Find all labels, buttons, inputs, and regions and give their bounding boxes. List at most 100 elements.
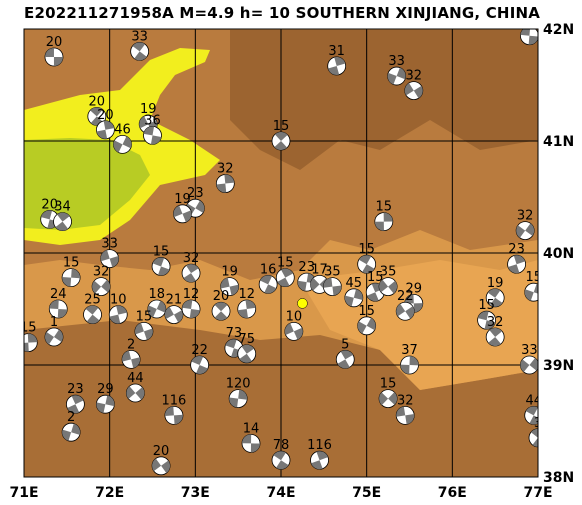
depth-label: 21: [166, 293, 183, 308]
beachball-quadrant: [225, 339, 237, 349]
depth-label: 3: [534, 416, 542, 431]
depth-label: 116: [307, 438, 332, 453]
focal-mechanism: 10: [108, 293, 128, 325]
focal-mechanism: 20: [95, 108, 115, 140]
beachball-quadrant: [241, 344, 255, 354]
beachball-quadrant: [487, 288, 501, 298]
depth-label: 19: [140, 102, 157, 117]
depth-label: 5: [341, 337, 349, 352]
lat-tick-label: 42N: [543, 22, 574, 38]
depth-label: 19: [487, 276, 504, 291]
lon-tick-label: 77E: [523, 485, 552, 501]
lon-tick-label: 73E: [181, 485, 210, 501]
lat-tick-label: 38N: [543, 470, 574, 486]
lon-tick-label: 71E: [9, 485, 38, 501]
beachball-quadrant: [311, 460, 323, 470]
depth-label: 23: [298, 260, 315, 275]
lat-tick-label: 40N: [543, 246, 574, 262]
depth-label: 25: [84, 293, 101, 308]
beachball-quadrant: [508, 264, 520, 274]
beachball-quadrant: [189, 309, 200, 319]
focal-mechanism: 116: [307, 438, 332, 470]
beachball-quadrant: [524, 289, 534, 301]
beachball-quadrant: [273, 451, 286, 461]
beachball-quadrant: [520, 29, 531, 36]
beachball-quadrant: [297, 280, 307, 292]
beachball-quadrant: [214, 311, 228, 321]
focal-mechanism: 46: [113, 122, 132, 154]
depth-label: 35: [324, 265, 341, 280]
depth-label: 22: [397, 289, 414, 304]
depth-label: 44: [525, 393, 542, 408]
beachball-quadrant: [135, 387, 145, 400]
focal-mechanism: 33: [520, 29, 538, 46]
beachball-quadrant: [239, 353, 252, 363]
focal-mechanism: 32: [395, 393, 415, 425]
beachball-quadrant: [131, 357, 141, 369]
focal-mechanism: 2: [121, 337, 141, 369]
beachball-quadrant: [477, 311, 489, 321]
beachball-quadrant: [109, 314, 121, 324]
beachball-quadrant: [134, 322, 144, 335]
focal-mechanism: 12: [237, 287, 257, 319]
beachball-quadrant: [186, 264, 199, 274]
beachball-quadrant: [53, 57, 63, 66]
terrain-high-mountain: [230, 30, 538, 170]
beachball-quadrant: [357, 321, 367, 334]
beachball-quadrant: [396, 67, 406, 80]
beachball-quadrant: [388, 392, 398, 405]
beachball-quadrant: [116, 305, 128, 315]
beachball-quadrant: [105, 395, 115, 407]
focal-mechanism: 36: [143, 113, 162, 145]
beachball-quadrant: [161, 460, 171, 474]
focal-mechanism: 35: [322, 265, 342, 297]
depth-label: 32: [517, 209, 534, 224]
depth-label: 23: [187, 186, 204, 201]
beachball-quadrant: [274, 141, 288, 151]
focal-mechanism: 15: [134, 309, 154, 341]
depth-label: 15: [367, 270, 384, 285]
focal-mechanism: 20: [151, 444, 171, 476]
beachball-quadrant: [277, 277, 290, 287]
focal-mechanism: 5: [335, 337, 355, 369]
beachball-quadrant: [143, 126, 155, 136]
lon-tick-label: 74E: [266, 485, 295, 501]
beachball-quadrant: [71, 268, 81, 279]
depth-label: 44: [127, 371, 144, 386]
focal-mechanism: 32: [404, 69, 424, 100]
focal-mechanism: 33: [387, 54, 407, 86]
depth-label: 120: [226, 377, 251, 392]
target-event-marker: [297, 298, 308, 309]
focal-mechanism: 19: [485, 276, 505, 308]
depth-label: 15: [20, 321, 37, 336]
lon-tick-label: 76E: [438, 485, 467, 501]
beachball-quadrant: [67, 404, 80, 414]
beachball-quadrant: [529, 358, 538, 371]
beachball-quadrant: [242, 434, 252, 444]
beachball-quadrant: [413, 303, 423, 313]
depth-label: 75: [238, 332, 255, 347]
focal-mechanism: 22: [190, 343, 210, 375]
beachball-quadrant: [62, 429, 72, 441]
beachball-quadrant: [122, 136, 132, 149]
beachball-quadrant: [353, 289, 363, 300]
map-frame: [23, 28, 539, 478]
depth-label: 32: [397, 393, 414, 408]
depth-label: 20: [89, 94, 106, 109]
beachball-quadrant: [103, 120, 115, 130]
focal-mechanism: 15: [271, 119, 291, 151]
beachball-quadrant: [164, 406, 174, 417]
beachball-quadrant: [328, 65, 340, 75]
focal-mechanism: 32: [515, 209, 535, 241]
beachball-quadrant: [152, 458, 162, 472]
beachball-quadrant: [183, 273, 196, 283]
depth-label: 35: [380, 265, 397, 280]
depth-label: 18: [149, 287, 166, 302]
beachball-quadrant: [293, 327, 303, 340]
focal-mechanism: 32: [181, 251, 201, 283]
beachball-quadrant: [366, 317, 376, 331]
beachball-quadrant: [90, 107, 103, 117]
beachball-quadrant: [379, 392, 389, 406]
beachball-quadrant: [238, 389, 248, 400]
beachball-quadrant: [489, 328, 503, 337]
